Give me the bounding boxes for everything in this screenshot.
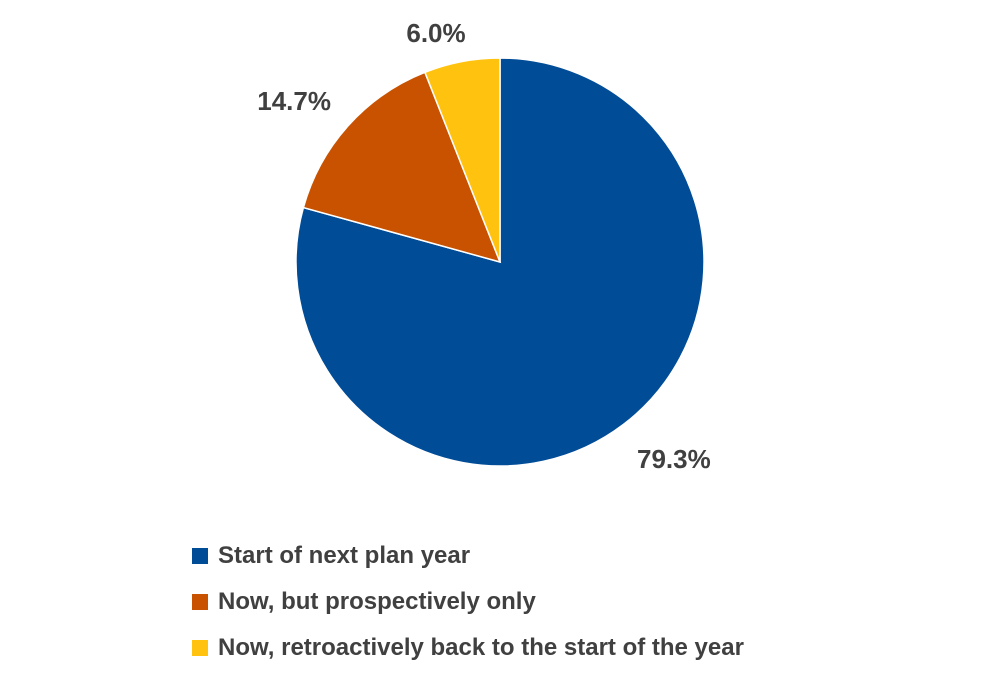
legend-item-start-of-next-plan-year: Start of next plan year	[192, 533, 912, 579]
legend-swatch-blue	[192, 548, 208, 564]
pie-data-labels: 79.3% 14.7% 6.0%	[257, 18, 710, 474]
legend-item-now-prospectively: Now, but prospectively only	[192, 579, 912, 625]
data-label-slice-3: 6.0%	[406, 18, 465, 48]
legend-item-now-retroactively: Now, retroactively back to the start of …	[192, 625, 912, 671]
legend-swatch-orange	[192, 594, 208, 610]
pie-slices	[295, 57, 705, 467]
legend-swatch-yellow	[192, 640, 208, 656]
legend-label: Start of next plan year	[218, 542, 471, 569]
pie-slice-2	[302, 71, 502, 264]
pie-slice-3	[423, 57, 501, 263]
legend-label: Now, but prospectively only	[218, 588, 536, 615]
data-label-slice-1: 79.3%	[637, 444, 711, 474]
pie-chart: 79.3% 14.7% 6.0%	[257, 18, 710, 474]
chart-legend: Start of next plan year Now, but prospec…	[192, 533, 912, 671]
legend-label: Now, retroactively back to the start of …	[218, 634, 744, 661]
data-label-slice-2: 14.7%	[257, 86, 331, 116]
